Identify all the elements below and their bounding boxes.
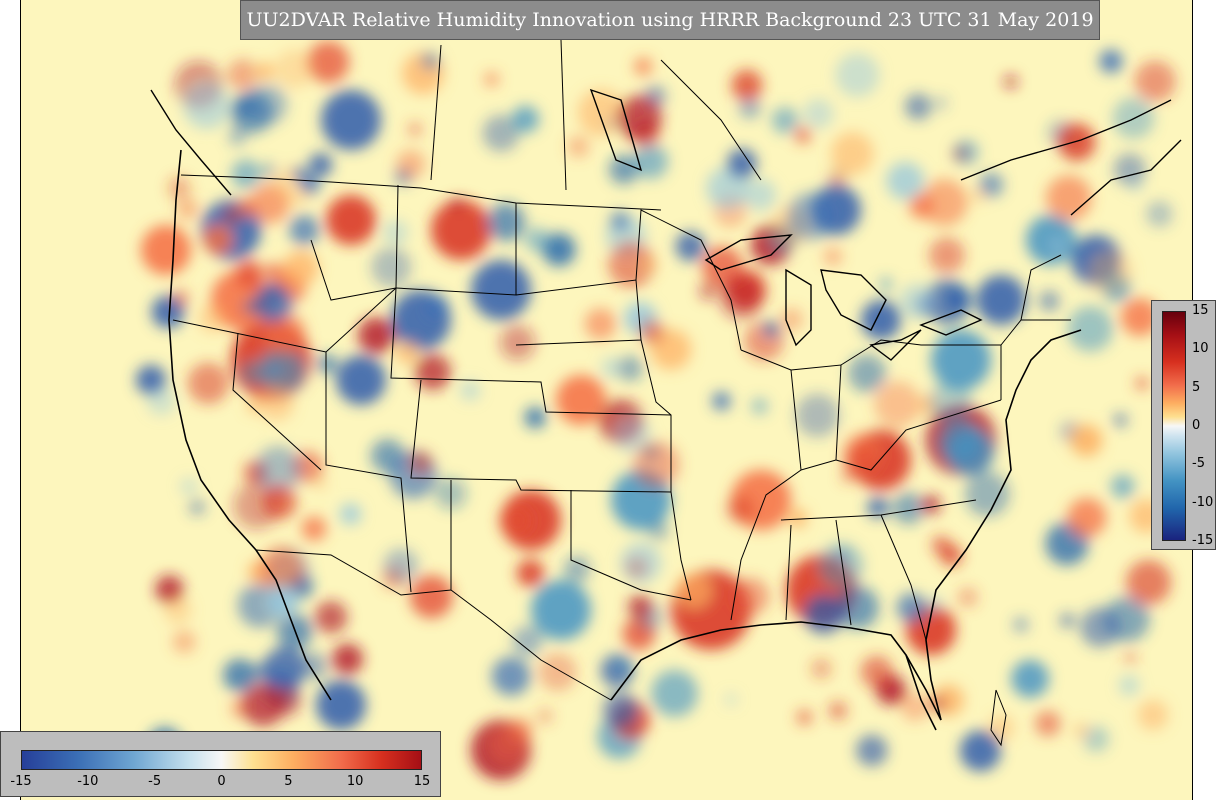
- vertical-colorbar-tick-label: 10: [1192, 341, 1209, 357]
- horizontal-colorbar-tick-label: 0: [217, 774, 226, 789]
- horizontal-colorbar-tick-label: -15: [10, 774, 32, 789]
- vertical-colorbar-tick-label: 5: [1192, 379, 1201, 395]
- vertical-colorbar-tick-label: 15: [1192, 303, 1209, 318]
- map-area: [20, 0, 1193, 800]
- innovation-blobs: [136, 41, 1176, 780]
- horizontal-colorbar-ramp: [21, 750, 422, 770]
- humidity-field-map: [21, 0, 1192, 800]
- horizontal-colorbar-tick-label: -5: [148, 774, 162, 789]
- horizontal-colorbar: -15 -10 -5 0 5 10 15: [0, 731, 441, 797]
- vertical-colorbar-tick-label: -10: [1192, 494, 1214, 510]
- horizontal-colorbar-tick-label: 10: [346, 774, 364, 789]
- vertical-colorbar-ramp: [1162, 311, 1186, 541]
- horizontal-colorbar-tick-label: 5: [284, 774, 293, 789]
- state-boundaries: [150, 39, 1182, 747]
- vertical-colorbar-tick-label: 0: [1192, 418, 1201, 433]
- horizontal-colorbar-tick-label: 15: [413, 774, 431, 789]
- vertical-colorbar-tick-label: -5: [1192, 456, 1205, 472]
- horizontal-colorbar-tick-label: -10: [77, 774, 99, 789]
- map-title: UU2DVAR Relative Humidity Innovation usi…: [240, 0, 1100, 40]
- vertical-colorbar-tick-label: -15: [1192, 533, 1214, 548]
- vertical-colorbar: 15 10 5 0 -5 -10 -15: [1151, 300, 1216, 550]
